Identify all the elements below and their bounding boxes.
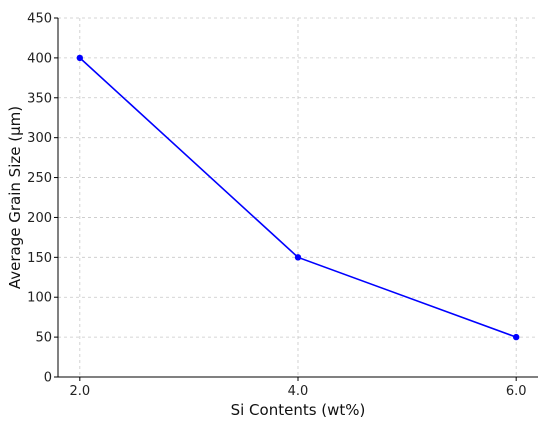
- y-tick-label: 150: [27, 251, 52, 266]
- x-axis-label: Si Contents (wt%): [231, 401, 366, 419]
- y-tick-label: 200: [27, 211, 52, 226]
- series-group: [76, 54, 520, 341]
- x-tick-label: 2.0: [69, 384, 90, 399]
- y-tick-label: 400: [27, 51, 52, 66]
- y-tick-label: 450: [27, 12, 52, 27]
- y-axis-ticks: 0 50 100 150 200 250 300 350 400 450: [27, 12, 58, 386]
- x-axis-ticks: 2.0 4.0 6.0: [69, 377, 527, 399]
- data-point: [294, 254, 302, 261]
- grid: [58, 17, 538, 377]
- data-point: [512, 333, 520, 341]
- axes: [57, 18, 538, 378]
- x-tick-label: 6.0: [506, 384, 527, 399]
- y-tick-label: 350: [27, 91, 52, 106]
- data-point: [76, 54, 84, 62]
- y-tick-label: 50: [35, 331, 52, 346]
- y-tick-label: 100: [27, 291, 52, 306]
- y-tick-label: 300: [27, 131, 52, 146]
- y-axis-label: Average Grain Size (μm): [6, 106, 24, 289]
- y-tick-label: 250: [27, 171, 52, 186]
- x-tick-label: 4.0: [288, 384, 309, 399]
- y-tick-label: 0: [44, 371, 52, 386]
